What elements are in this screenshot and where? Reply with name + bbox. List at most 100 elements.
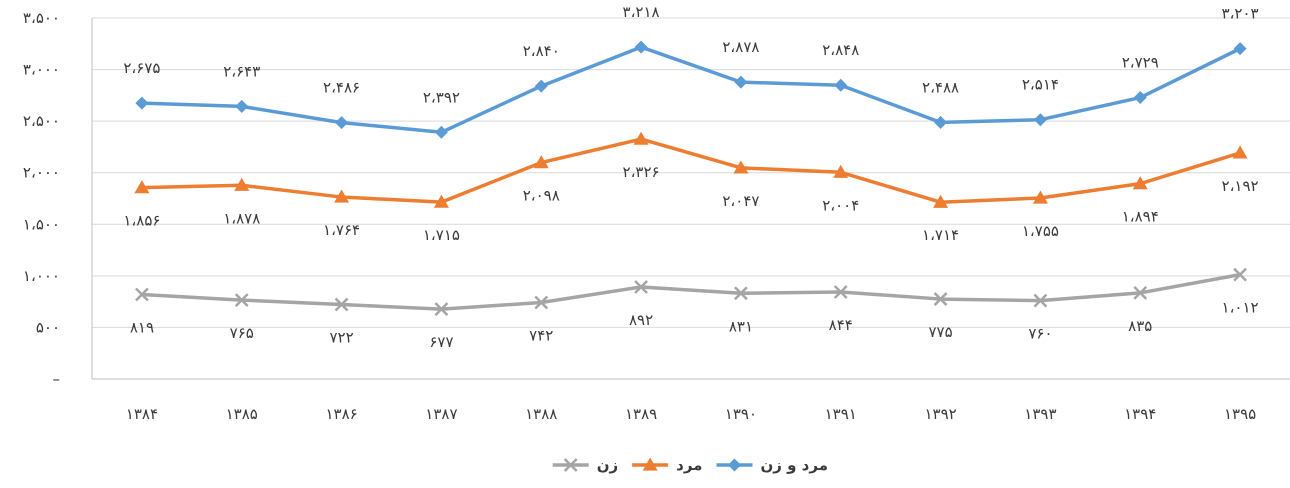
series-1-data-label: ۳،۲۱۸ xyxy=(623,3,660,21)
series-2-point xyxy=(1232,145,1248,159)
series-3-point xyxy=(1033,293,1048,308)
data-labels-group: ۲،۶۷۵ ۲،۶۴۳ ۲،۴۸۶ ۲،۳۹۲ ۲،۸۴۰ ۳،۲۱۸ ۲،۸۷۸ ۲،۸۴۸… xyxy=(123,3,1258,351)
y-axis-ticks: – ۵۰۰ ۱،۰۰۰ ۱،۵۰۰ ۲،۰۰۰ ۲،۵۰۰ ۳،۰۰۰ ۳،۵۰۰ xyxy=(23,9,60,388)
series-3-point xyxy=(234,293,249,307)
series-3-point xyxy=(1133,285,1148,300)
series-3-point xyxy=(534,295,549,310)
series-3-data-label: ۷۷۵ xyxy=(928,323,952,341)
series-2-data-label: ۲،۳۲۶ xyxy=(623,163,660,181)
series-1-data-label: ۲،۴۸۶ xyxy=(323,79,360,97)
marker-stroke xyxy=(1233,267,1247,282)
y-tick-label: ۲،۵۰۰ xyxy=(23,112,60,130)
series-2-point xyxy=(1132,176,1148,190)
series-2-data-label: ۲،۰۴۷ xyxy=(722,192,759,210)
series-3-data-label: ۷۶۵ xyxy=(230,324,254,342)
series-line-3 xyxy=(141,272,1241,311)
x-axis-ticks: ۱۳۸۴ ۱۳۸۵ ۱۳۸۶ ۱۳۸۷ ۱۳۸۸ ۱۳۸۹ ۱۳۹۰ ۱۳۹۱ ۱۳۹۲ ۱۳۹۳… xyxy=(126,405,1256,423)
series-2-data-label: ۱،۷۶۴ xyxy=(323,221,360,239)
series-2-point xyxy=(1032,190,1048,204)
x-tick-label: ۱۳۸۵ xyxy=(226,405,258,423)
series-2-point xyxy=(433,194,449,208)
series-1-point xyxy=(434,125,448,139)
x-tick-label: ۱۳۸۸ xyxy=(525,405,557,423)
series-2-point xyxy=(134,180,150,194)
marker-stroke xyxy=(734,286,748,301)
series-1-data-label: ۲،۸۴۰ xyxy=(523,42,560,60)
series-2-point xyxy=(733,160,749,174)
series-1-data-label: ۲،۴۸۸ xyxy=(922,78,959,96)
marker-stroke xyxy=(234,293,249,307)
series-3-point xyxy=(634,280,648,294)
series-2-data-label: ۱،۸۵۶ xyxy=(123,212,160,230)
series-2-point xyxy=(933,194,949,208)
series-1-point xyxy=(1233,42,1247,56)
series-2-data-label: ۲،۰۹۸ xyxy=(523,187,560,205)
legend-label-3: زن xyxy=(597,456,618,474)
marker-stroke xyxy=(1033,293,1048,308)
series-3-data-label: ۷۲۲ xyxy=(329,329,353,347)
series-3-data-label: ۷۶۰ xyxy=(1028,325,1052,343)
series-3-data-label: ۸۳۱ xyxy=(729,317,753,335)
marker-stroke xyxy=(534,295,549,310)
series-1-point xyxy=(934,115,948,129)
series-2-point xyxy=(833,164,849,178)
legend-marker-1 xyxy=(727,458,741,472)
series-2-data-label: ۱،۸۷۸ xyxy=(223,209,260,227)
series-1-point xyxy=(1033,113,1047,127)
x-tick-label: ۱۳۹۱ xyxy=(825,405,857,423)
series-3-point xyxy=(1233,267,1247,282)
x-tick-label: ۱۳۹۲ xyxy=(924,405,956,423)
axes xyxy=(91,18,1290,380)
series-1-data-label: ۳،۲۰۳ xyxy=(1222,5,1259,23)
series-3-data-label: ۷۴۲ xyxy=(529,326,553,344)
series-2-point xyxy=(234,177,250,191)
series-3-point xyxy=(434,302,449,317)
legend: مرد و زن مرد زن xyxy=(552,456,828,474)
marker-stroke xyxy=(434,302,449,317)
series-group xyxy=(134,40,1248,317)
series-1-data-label: ۲،۸۷۸ xyxy=(722,38,759,56)
series-2-point xyxy=(633,131,649,145)
x-tick-label: ۱۳۸۶ xyxy=(325,405,357,423)
x-tick-label: ۱۳۸۴ xyxy=(126,405,158,423)
marker-stroke xyxy=(563,458,578,472)
series-line-1 xyxy=(141,45,1241,135)
series-3-point xyxy=(334,297,349,312)
y-tick-label: ۲،۰۰۰ xyxy=(23,164,60,182)
series-1-point xyxy=(734,75,748,89)
series-3-data-label: ۸۹۲ xyxy=(629,311,653,329)
series-2-point xyxy=(533,155,549,169)
series-3-data-label: ۶۷۷ xyxy=(429,333,453,351)
y-tick-label: ۵۰۰ xyxy=(36,318,60,336)
series-1-point xyxy=(534,79,548,93)
marker-stroke xyxy=(833,285,848,299)
y-tick-label: ۳،۰۰۰ xyxy=(23,61,60,79)
series-3-data-label: ۸۱۹ xyxy=(130,319,154,337)
series-2-data-label: ۱،۷۱۵ xyxy=(423,226,460,244)
marker-stroke xyxy=(634,280,648,294)
series-line-2 xyxy=(141,137,1241,204)
series-3-point xyxy=(734,286,748,301)
x-tick-label: ۱۳۸۷ xyxy=(425,405,457,423)
series-1-data-label: ۲،۶۷۵ xyxy=(123,59,160,77)
y-tick-label: – xyxy=(53,370,61,388)
x-tick-label: ۱۳۹۰ xyxy=(725,405,757,423)
series-1-point xyxy=(135,96,149,110)
y-tick-label: ۱،۵۰۰ xyxy=(23,215,60,233)
series-3-point xyxy=(933,292,948,306)
series-1-data-label: ۲،۵۱۴ xyxy=(1022,76,1059,94)
series-2-data-label: ۲،۰۰۴ xyxy=(822,196,859,214)
series-1-point xyxy=(235,99,249,113)
series-1-data-label: ۲،۷۲۹ xyxy=(1122,54,1159,72)
series-3-data-label: ۸۳۵ xyxy=(1128,317,1152,335)
series-3-data-label: ۱،۰۱۲ xyxy=(1222,299,1259,317)
series-1-point xyxy=(634,40,648,54)
series-1-point xyxy=(1133,91,1147,105)
series-1-data-label: ۲،۶۴۳ xyxy=(223,62,260,80)
series-2-data-label: ۱،۷۵۵ xyxy=(1022,222,1059,240)
series-2-data-label: ۱،۷۱۴ xyxy=(922,226,959,244)
legend-label-2: مرد xyxy=(676,456,702,474)
series-2-data-label: ۱،۸۹۴ xyxy=(1122,208,1159,226)
series-2-point xyxy=(334,189,350,203)
